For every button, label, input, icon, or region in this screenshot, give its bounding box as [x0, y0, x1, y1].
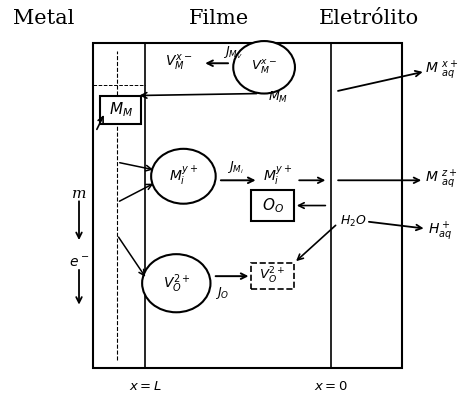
Text: Metal: Metal — [13, 9, 74, 28]
Text: $O_O$: $O_O$ — [262, 196, 284, 215]
Text: $J_{M_V}$: $J_{M_V}$ — [223, 44, 243, 61]
Circle shape — [233, 41, 295, 94]
Text: $J_{M_i}$: $J_{M_i}$ — [227, 160, 244, 177]
Text: $J_O$: $J_O$ — [215, 285, 229, 301]
Text: $M\ ^{x+}_{aq}$: $M\ ^{x+}_{aq}$ — [426, 58, 459, 82]
Bar — [93, 43, 402, 368]
Bar — [100, 96, 141, 124]
Text: $V_M^{x-}$: $V_M^{x-}$ — [251, 59, 277, 76]
Text: $V_O^{2+}$: $V_O^{2+}$ — [259, 266, 286, 286]
Text: $V_O^{2+}$: $V_O^{2+}$ — [162, 272, 190, 294]
Text: $x=L$: $x=L$ — [129, 380, 162, 393]
Bar — [251, 190, 294, 221]
Text: $H_2O$: $H_2O$ — [340, 214, 367, 229]
Text: Filme: Filme — [189, 9, 249, 28]
Text: $e^-$: $e^-$ — [69, 256, 89, 270]
Text: $M\ ^{z+}_{aq}$: $M\ ^{z+}_{aq}$ — [426, 168, 458, 191]
Text: $M_i^{y+}$: $M_i^{y+}$ — [263, 165, 292, 188]
Bar — [251, 263, 294, 289]
Text: $V_M^{x-}$: $V_M^{x-}$ — [165, 53, 192, 73]
Text: $H^+_{aq}$: $H^+_{aq}$ — [428, 220, 452, 243]
Circle shape — [151, 149, 216, 204]
Text: $M_M$: $M_M$ — [268, 90, 288, 105]
Text: $M_i^{y+}$: $M_i^{y+}$ — [169, 165, 198, 188]
Text: Eletrólito: Eletrólito — [318, 9, 418, 28]
Text: $M_M$: $M_M$ — [109, 100, 132, 119]
Text: m: m — [72, 188, 86, 201]
Text: $x=0$: $x=0$ — [314, 380, 347, 393]
Circle shape — [142, 254, 210, 312]
